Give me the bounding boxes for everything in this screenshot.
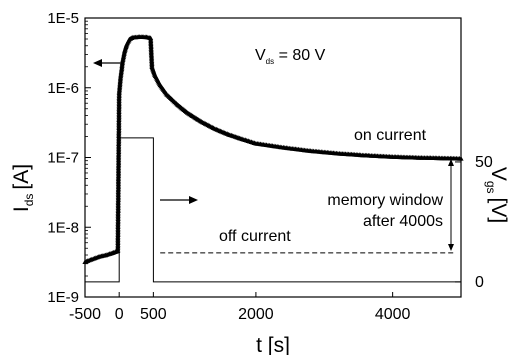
- vds-annotation-main: V: [255, 47, 266, 64]
- vds-annotation: Vds = 80 V: [255, 47, 326, 66]
- gate-voltage-series: [85, 137, 461, 283]
- x-tick-label: 0: [115, 306, 124, 323]
- drain-current-point: [458, 156, 464, 161]
- y-axis-left-label: Ids [A]: [10, 164, 36, 212]
- y-axis-right-label: Vgs [V]: [484, 167, 509, 223]
- y-left-tick-label: 1E-8: [47, 219, 79, 236]
- y-axis-left-ticks: 1E-5 1E-6 1E-7 1E-8 1E-9: [47, 10, 91, 306]
- y-left-tick-label: 1E-9: [47, 289, 79, 306]
- y-left-tick-label: 1E-5: [47, 10, 79, 27]
- x-tick-label: 500: [140, 306, 167, 323]
- right-axis-arrow: [160, 196, 198, 204]
- x-axis-label: t [s]: [256, 334, 290, 355]
- y-right-tick-label: 0: [475, 274, 484, 291]
- x-tick-label: 4000: [375, 306, 411, 323]
- y-axis-right-label-main: V: [487, 167, 509, 181]
- off-current-label: off current: [219, 228, 291, 245]
- y-axis-right-label-sub: gs: [484, 181, 498, 194]
- y-right-tick-label: 50: [475, 154, 493, 171]
- vds-annotation-sub: ds: [266, 57, 274, 66]
- y-axis-left-label-main: I: [10, 206, 33, 212]
- x-axis-ticks: -500 0 500 2000 4000: [69, 292, 411, 323]
- y-left-tick-label: 1E-7: [47, 150, 79, 167]
- memory-window-label-line1: memory window: [327, 192, 443, 209]
- on-current-label: on current: [354, 127, 427, 144]
- vds-annotation-rest: = 80 V: [274, 47, 325, 64]
- left-axis-arrow: [93, 59, 123, 67]
- memory-window-arrow: [448, 159, 454, 251]
- gate-voltage-line: [85, 137, 461, 283]
- y-axis-right-label-unit: [V]: [487, 198, 509, 224]
- x-tick-label: 2000: [238, 306, 274, 323]
- y-axis-left-label-sub: ds: [22, 194, 36, 207]
- memory-window-label-line2: after 4000s: [363, 213, 443, 230]
- y-axis-left-label-unit: [A]: [10, 164, 33, 190]
- x-tick-label: -500: [69, 306, 101, 323]
- y-left-tick-label: 1E-6: [47, 80, 79, 97]
- drain-current-series: [82, 34, 464, 264]
